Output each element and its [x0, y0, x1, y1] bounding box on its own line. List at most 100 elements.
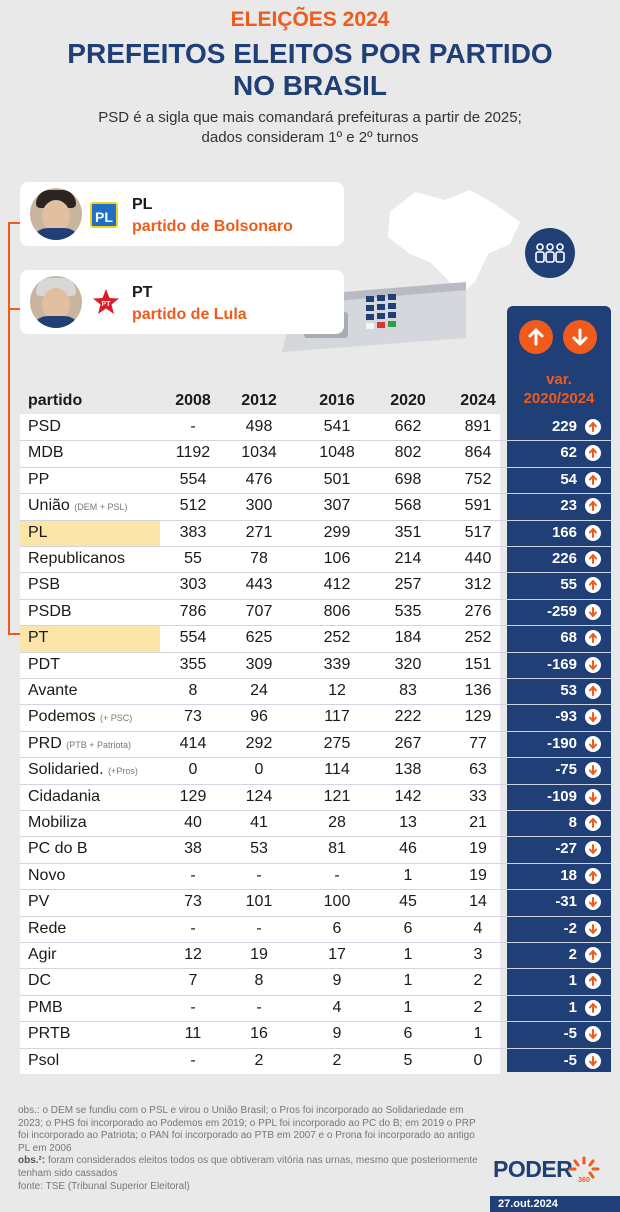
value-cell: 275: [323, 734, 351, 752]
value-cell: 309: [245, 655, 273, 673]
arrow-down-icon: [585, 788, 601, 805]
party-name: Psol: [20, 1048, 160, 1074]
variation-cell: 1: [507, 995, 611, 1021]
variation-cell: 68: [507, 625, 611, 651]
value-cell: 151: [464, 655, 492, 673]
arrow-up-icon: [585, 471, 601, 488]
party-name: PC do B: [20, 836, 160, 862]
value-cell: 184: [394, 629, 422, 647]
value-cell: 73: [184, 893, 202, 911]
table-row: PV 73 101 100 45 14: [20, 889, 500, 916]
table-row: Podemos (+ PSC) 73 96 117 222 129: [20, 704, 500, 731]
party-note: (+ PSC): [100, 713, 133, 724]
variation-cell: -27: [507, 836, 611, 862]
value-cell: 101: [245, 893, 273, 911]
value-cell: 806: [323, 602, 351, 620]
arrow-up-icon: [585, 973, 601, 990]
value-cell: 252: [323, 629, 351, 647]
table-row: Agir 12 19 17 1 3: [20, 942, 500, 969]
table-row: PL 383 271 299 351 517: [20, 519, 500, 546]
value-cell: 383: [179, 523, 207, 541]
variation-cell: 8: [507, 810, 611, 836]
title-line-2: NO BRASIL: [233, 70, 387, 101]
party-name-text: Rede: [28, 919, 67, 937]
value-cell: 276: [464, 602, 492, 620]
party-name-text: PDT: [28, 655, 60, 673]
value-cell: 63: [469, 761, 487, 779]
value-cell: 13: [399, 814, 417, 831]
party-name: PRD (PTB + Patriota): [20, 731, 160, 757]
value-cell: 19: [469, 840, 487, 858]
pl-logo-icon: PL: [90, 202, 118, 228]
subtitle-line-2: dados consideram 1º e 2º turnos: [201, 129, 419, 146]
variation-value: -109: [546, 787, 577, 805]
value-cell: 307: [323, 497, 351, 515]
value-cell: 222: [394, 708, 422, 726]
highlight-name: PT: [132, 284, 153, 301]
party-name-text: DC: [28, 972, 52, 990]
row-divider: [20, 968, 611, 970]
variation-cell: 226: [507, 546, 611, 572]
avatar: [30, 276, 82, 328]
party-note: (DEM + PSL): [74, 502, 128, 513]
row-divider: [20, 519, 611, 521]
arrow-down-icon: [585, 920, 601, 937]
row-divider: [20, 598, 611, 600]
value-cell: 501: [323, 470, 351, 488]
row-divider: [20, 862, 611, 864]
value-cell: 752: [464, 470, 492, 488]
variation-cell: -5: [507, 1021, 611, 1047]
variation-cell: 23: [507, 493, 611, 519]
party-name: União (DEM + PSL): [20, 493, 160, 519]
value-cell: 16: [250, 1025, 268, 1043]
row-divider: [20, 757, 611, 759]
value-cell: 1: [403, 972, 413, 990]
variation-value: -5: [563, 1051, 577, 1069]
row-divider: [20, 651, 611, 653]
value-cell: 412: [323, 576, 351, 594]
arrow-down-icon: [585, 603, 601, 620]
row-divider: [20, 730, 611, 732]
arrow-up-icon: [585, 524, 601, 541]
variation-value: -75: [555, 761, 577, 779]
variation-value: 55: [560, 576, 577, 594]
value-cell: 1192: [175, 444, 211, 462]
variation-cell: 54: [507, 467, 611, 493]
variation-cell: 1: [507, 968, 611, 994]
value-cell: 339: [323, 655, 351, 673]
value-cell: 0: [254, 761, 264, 779]
value-cell: 707: [245, 602, 273, 620]
party-name: Republicanos: [20, 546, 160, 572]
table-row: União (DEM + PSL) 512 300 307 568 591: [20, 493, 500, 520]
value-cell: 106: [323, 550, 351, 567]
party-name-text: PL: [28, 523, 48, 541]
value-cell: 8: [254, 972, 264, 990]
value-cell: 591: [464, 497, 492, 515]
party-name-text: Solidaried.: [28, 761, 104, 779]
value-cell: 7: [188, 972, 198, 990]
value-cell: 40: [184, 814, 202, 831]
variation-header-line-1: var.: [546, 371, 572, 388]
party-name-text: Podemos: [28, 708, 96, 726]
arrow-up-icon: [585, 445, 601, 462]
value-cell: 864: [464, 444, 492, 462]
party-name-text: PSDB: [28, 602, 72, 620]
value-cell: 136: [464, 682, 492, 699]
table-row: PSD - 498 541 662 891: [20, 414, 500, 441]
title-line-1: PREFEITOS ELEITOS POR PARTIDO: [67, 38, 553, 69]
value-cell: -: [190, 1051, 196, 1069]
highlight-card-pl: PL PL partido de Bolsonaro: [20, 182, 344, 246]
party-name: DC: [20, 968, 160, 994]
table-row: Republicanos 55 78 106 214 440: [20, 546, 500, 573]
party-name-text: União: [28, 497, 70, 515]
value-cell: 9: [332, 972, 342, 990]
pt-logo-text: PT: [102, 301, 112, 308]
variation-cell: 53: [507, 678, 611, 704]
variation-value: 23: [560, 497, 577, 515]
variation-value: 18: [560, 866, 577, 884]
highlight-desc: partido de Lula: [132, 306, 247, 323]
arrow-down-icon: [585, 841, 601, 858]
party-name: Solidaried. (+Pros): [20, 757, 160, 783]
table-row: Novo - - - 1 19: [20, 862, 500, 890]
row-divider: [20, 942, 611, 943]
